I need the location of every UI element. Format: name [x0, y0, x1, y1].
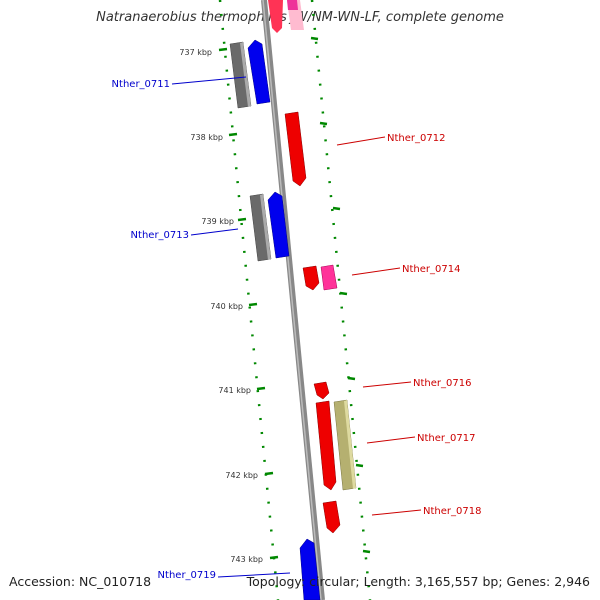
gene-feature-gray-shade[interactable] — [240, 42, 251, 107]
gene-nther-0719[interactable] — [299, 538, 321, 600]
gene-feature-gray-2-shade[interactable] — [260, 194, 271, 260]
leader-line-0718 — [371, 509, 422, 516]
kbp-label: 743 kbp — [230, 555, 263, 564]
outer-dash — [362, 549, 371, 554]
outer-dash — [355, 463, 364, 468]
kbp-label: 742 kbp — [225, 471, 258, 480]
tick-mark — [248, 302, 258, 307]
gene-feature-top-red[interactable] — [268, 0, 283, 33]
genome-backbone — [261, 0, 325, 600]
leader-line-0714 — [351, 267, 401, 276]
gene-label-nther-0711[interactable]: Nther_0711 — [112, 79, 170, 90]
gene-nther-0712[interactable] — [284, 111, 307, 187]
gene-nther-0714-red[interactable] — [302, 265, 320, 291]
kbp-label: 741 kbp — [218, 386, 251, 395]
gene-nther-0717[interactable] — [315, 400, 337, 491]
gene-label-nther-0714[interactable]: Nther_0714 — [402, 264, 460, 275]
gene-label-nther-0718[interactable]: Nther_0718 — [423, 506, 481, 517]
tick-mark — [256, 386, 266, 391]
tick-mark — [228, 132, 238, 137]
leader-line-0716 — [362, 381, 412, 388]
gene-label-nther-0713[interactable]: Nther_0713 — [131, 230, 189, 241]
leader-line-0711 — [171, 76, 247, 85]
outer-dash — [319, 121, 328, 126]
gene-feature-top-pink-dark[interactable] — [287, 0, 298, 10]
tick-mark — [269, 555, 279, 560]
outer-dash — [332, 206, 341, 211]
tick-mark — [218, 47, 228, 52]
gene-nther-0718[interactable] — [322, 500, 341, 534]
gene-label-nther-0719[interactable]: Nther_0719 — [158, 570, 216, 581]
kbp-label: 737 kbp — [179, 48, 212, 57]
genome-summary-text: Topology: circular; Length: 3,165,557 bp… — [246, 574, 590, 589]
outer-dash — [347, 376, 356, 381]
accession-text: Accession: NC_010718 — [9, 574, 152, 589]
leader-line-0719 — [217, 572, 291, 578]
tick-mark — [264, 471, 274, 476]
gene-nther-0716[interactable] — [313, 381, 330, 400]
tick-mark — [237, 217, 247, 222]
outer-dot-ring — [310, 0, 372, 600]
gene-label-nther-0716[interactable]: Nther_0716 — [413, 378, 471, 389]
gene-feature-olive-shade[interactable] — [344, 400, 356, 489]
gene-nther-0714-pink[interactable] — [320, 264, 338, 291]
kbp-label: 739 kbp — [201, 217, 234, 226]
genome-backbone-highlight — [262, 0, 322, 600]
leader-line-0717 — [366, 436, 416, 444]
leader-line-0712 — [336, 136, 386, 146]
outer-dash — [310, 36, 319, 41]
kbp-label: 740 kbp — [210, 302, 243, 311]
gene-label-nther-0717[interactable]: Nther_0717 — [417, 433, 475, 444]
gene-nther-0711[interactable] — [247, 39, 271, 105]
outer-dash — [339, 291, 348, 296]
leader-line-0713 — [190, 228, 239, 236]
kbp-label: 738 kbp — [190, 133, 223, 142]
gene-nther-0713[interactable] — [267, 191, 290, 259]
gene-label-nther-0712[interactable]: Nther_0712 — [387, 133, 445, 144]
